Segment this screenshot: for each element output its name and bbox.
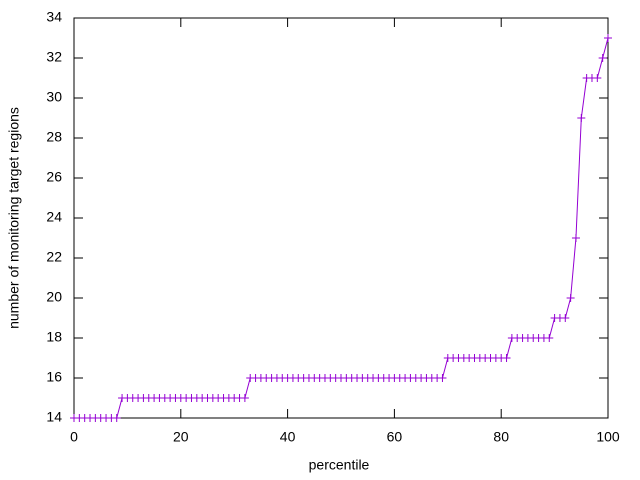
y-tick-label: 30 — [46, 89, 62, 105]
x-tick-label: 60 — [387, 429, 403, 445]
point — [112, 414, 121, 422]
plot-border — [73, 17, 609, 419]
x-tick-label: 100 — [596, 429, 620, 445]
y-tick-label: 32 — [46, 49, 62, 65]
y-tick-label: 28 — [46, 129, 62, 145]
point — [502, 354, 511, 362]
y-tick-label: 34 — [46, 9, 62, 25]
point — [545, 334, 554, 342]
point — [240, 394, 249, 402]
point — [561, 314, 570, 322]
point — [571, 234, 580, 242]
x-tick-label: 20 — [173, 429, 189, 445]
x-axis-label: percentile — [309, 457, 370, 473]
y-tick-label: 26 — [46, 169, 62, 185]
y-tick-label: 16 — [46, 369, 62, 385]
line — [74, 37, 609, 419]
y-tick-label: 18 — [46, 329, 62, 345]
y-tick-label: 20 — [46, 289, 62, 305]
y-axis-label: number of monitoring target regions — [6, 107, 22, 329]
point — [604, 34, 612, 42]
point — [593, 74, 602, 82]
point — [598, 54, 607, 62]
y-tick-label: 14 — [46, 409, 62, 425]
point — [438, 374, 447, 382]
x-tick-label: 80 — [493, 429, 509, 445]
y-tick-label: 24 — [46, 209, 62, 225]
point — [577, 114, 586, 122]
x-tick-label: 0 — [70, 429, 78, 445]
point — [566, 294, 575, 302]
y-tick-label: 22 — [46, 249, 62, 265]
x-tick-label: 40 — [280, 429, 296, 445]
